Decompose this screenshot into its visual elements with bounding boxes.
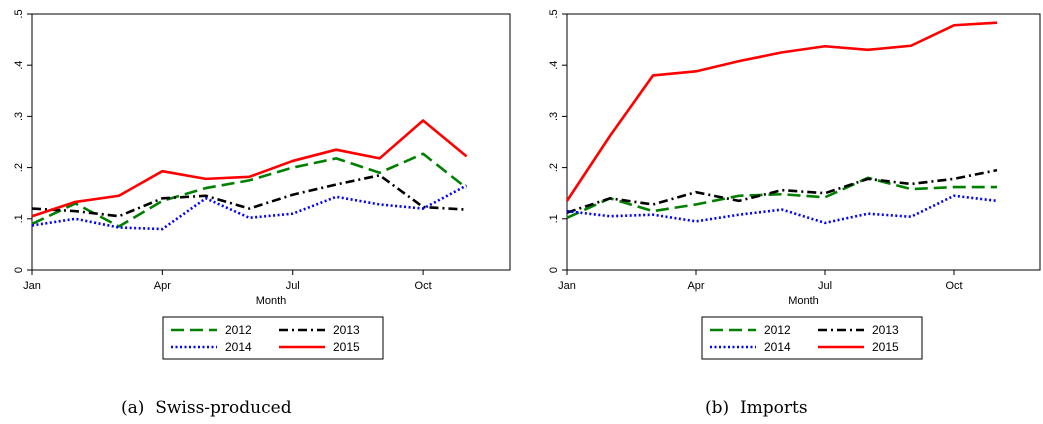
series-line-2015 <box>565 21 998 202</box>
y-tick-label: 0 <box>13 267 25 273</box>
x-tick-label: Jul <box>818 280 832 292</box>
legend-box <box>701 316 923 360</box>
y-tick-label: .4 <box>548 61 560 70</box>
caption-imports: (b) Imports <box>705 398 808 418</box>
legend-label-2015: 2015 <box>333 340 360 354</box>
legend-label-2013: 2013 <box>872 323 899 337</box>
y-tick-label: 0 <box>548 267 560 273</box>
series-line-2015 <box>31 119 468 218</box>
y-tick-label: .5 <box>13 9 25 18</box>
legend-box <box>162 316 384 360</box>
y-tick-label: .1 <box>548 214 560 223</box>
y-tick-label: .1 <box>13 214 25 223</box>
series-line-2014 <box>31 184 468 231</box>
x-tick-label: Jul <box>286 280 300 292</box>
series-line-2012 <box>31 152 468 228</box>
caption-label-b: (b) <box>705 398 730 418</box>
x-tick-label: Oct <box>945 280 962 292</box>
chart-panel-a: 0 .1 .2 .3 .4 .5 Jan Apr Jul Oct Month 2012 2013 2014… <box>13 9 511 360</box>
series-line-2014 <box>566 194 998 225</box>
legend-label-2015: 2015 <box>872 340 899 354</box>
legend: 2012 2013 2014 2015 <box>162 316 384 360</box>
y-tick-label: .3 <box>548 112 560 121</box>
x-tick-label: Apr <box>154 280 171 292</box>
series-line-2012 <box>566 176 997 219</box>
plot-frame <box>566 13 1041 271</box>
legend-label-2012: 2012 <box>764 323 791 337</box>
caption-text-b: Imports <box>739 398 808 418</box>
x-tick-label: Jan <box>558 280 576 292</box>
legend: 2012 2013 2014 2015 <box>701 316 923 360</box>
legend-label-2012: 2012 <box>225 323 252 337</box>
chart-panel-b: 0 .1 .2 .3 .4 .5 Jan Apr Jul Oct Month 2012 2013 2014… <box>548 9 1041 360</box>
legend-label-2014: 2014 <box>764 340 791 354</box>
x-tick-label: Apr <box>687 280 704 292</box>
y-tick-label: .3 <box>13 112 25 121</box>
y-tick-label: .4 <box>13 61 25 70</box>
y-tick-label: .2 <box>13 163 25 172</box>
y-tick-label: .5 <box>548 9 560 18</box>
caption-text-a: Swiss-produced <box>155 398 292 418</box>
series-line-2013 <box>31 173 467 218</box>
series-line-2013 <box>566 168 998 214</box>
legend-label-2014: 2014 <box>225 340 252 354</box>
caption-label-a: (a) <box>121 398 145 418</box>
y-tick-label: .2 <box>548 163 560 172</box>
x-axis-title: Month <box>788 295 819 307</box>
caption-swiss-produced: (a) Swiss-produced <box>121 398 292 418</box>
x-axis-title: Month <box>256 295 287 307</box>
legend-label-2013: 2013 <box>333 323 360 337</box>
plot-frame <box>31 13 511 271</box>
x-tick-label: Jan <box>23 280 41 292</box>
x-tick-label: Oct <box>415 280 432 292</box>
